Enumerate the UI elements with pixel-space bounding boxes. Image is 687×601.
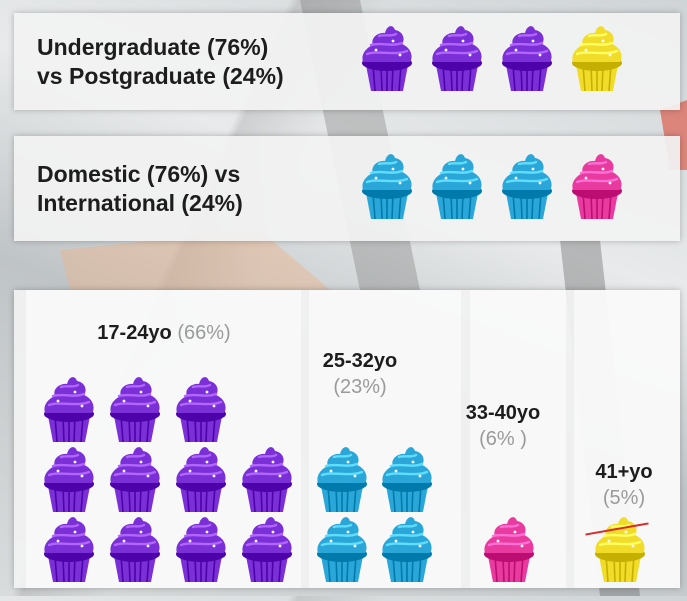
age-label-41-plus: 41+yo (5%): [574, 459, 674, 511]
residency-cupcakes: [356, 149, 628, 221]
residency-title-line-2: International (24%): [37, 190, 243, 216]
age-percent-label: (23%): [333, 376, 387, 398]
cupcake-icon: [104, 442, 166, 514]
level-title: Undergraduate (76%) vs Postgraduate (24%…: [37, 33, 337, 91]
age-category-label: 41+yo: [595, 461, 653, 483]
cupcake-icon: [311, 442, 373, 514]
cupcake-icon: [496, 21, 558, 93]
cupcake-icon: [376, 512, 438, 584]
age-label-33-40: 33-40yo (6% ): [448, 400, 558, 452]
level-cupcakes: [356, 21, 628, 93]
level-title-line-1: Undergraduate (76%): [37, 34, 269, 60]
cupcake-icon: [38, 512, 100, 584]
cupcake-icon: [104, 512, 166, 584]
cupcake-icon: [236, 512, 298, 584]
cupcake-icon: [566, 149, 628, 221]
age-label-25-32: 25-32yo (23%): [309, 348, 411, 400]
cupcake-icon: [170, 372, 232, 444]
age-panel: 17-24yo (66%) 25-32yo (23%) 33-40yo (6% …: [14, 290, 680, 588]
age-percent-label: (6% ): [479, 428, 527, 450]
age-category-label: 33-40yo: [465, 402, 541, 424]
level-title-line-2: vs Postgraduate (24%): [37, 63, 284, 89]
cupcake-icon: [236, 442, 298, 514]
cupcake-icon: [496, 149, 558, 221]
residency-title-line-1: Domestic (76%) vs: [37, 161, 241, 187]
level-panel: Undergraduate (76%) vs Postgraduate (24%…: [14, 13, 680, 110]
cupcake-icon: [104, 372, 166, 444]
cupcake-icon: [356, 149, 418, 221]
cupcake-icon: [356, 21, 418, 93]
age-category-label: 25-32yo: [322, 350, 398, 372]
age-category-label: 17-24yo: [97, 322, 172, 344]
cupcake-icon: [170, 512, 232, 584]
age-percent-label: (5%): [602, 487, 646, 509]
age-percent-label: (66%): [177, 322, 231, 344]
cupcake-icon: [170, 442, 232, 514]
cupcake-icon: [38, 442, 100, 514]
cupcake-icon: [38, 372, 100, 444]
residency-panel: Domestic (76%) vs International (24%): [14, 136, 680, 241]
cupcake-icon: [566, 21, 628, 93]
cupcake-icon: [426, 149, 488, 221]
cupcake-icon: [376, 442, 438, 514]
cupcake-icon: [478, 512, 540, 584]
cupcake-icon: [311, 512, 373, 584]
age-label-17-24: 17-24yo (66%): [64, 320, 264, 346]
cupcake-icon: [426, 21, 488, 93]
residency-title: Domestic (76%) vs International (24%): [37, 160, 337, 218]
